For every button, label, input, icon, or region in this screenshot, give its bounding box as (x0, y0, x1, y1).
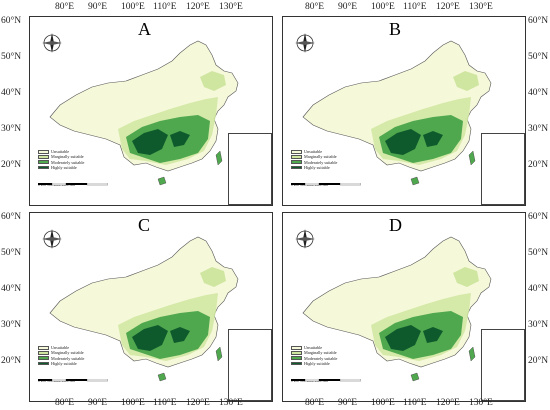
lon-tick: 90°E (88, 398, 108, 408)
legend: Unsuitable Marginally suitable Moderatel… (291, 345, 337, 366)
lat-tick: 30°N (1, 124, 22, 134)
scale-bar: 0 250 500 1000 1500 Km (291, 183, 361, 187)
lat-tick: 60°N (1, 212, 22, 222)
lon-tick: 130°E (469, 2, 493, 12)
scale-bar: 0 250 500 1000 1500 Km (291, 379, 361, 383)
lon-tick: 80°E (55, 2, 75, 12)
china-map (302, 40, 492, 186)
legend: Unsuitable Marginally suitable Moderatel… (38, 345, 84, 366)
lon-tick: 120°E (436, 398, 460, 408)
lon-tick: 100°E (121, 398, 145, 408)
lon-tick: 110°E (153, 398, 177, 408)
south-china-sea-inset (481, 329, 525, 401)
china-map (302, 236, 492, 382)
lat-tick: 60°N (528, 16, 549, 26)
lon-tick: 90°E (338, 2, 358, 12)
lon-tick: 130°E (469, 398, 493, 408)
lon-tick: 80°E (305, 2, 325, 12)
lon-tick: 120°E (186, 398, 210, 408)
lon-tick: 110°E (153, 2, 177, 12)
compass-icon (42, 229, 62, 249)
panel-letter: D (389, 215, 402, 235)
south-china-sea-inset (481, 133, 525, 205)
lon-tick: 130°E (219, 2, 243, 12)
map-panel-d: D Unsuitable Marginally suitable Moderat… (282, 212, 526, 402)
lat-tick: 40°N (528, 88, 549, 98)
legend-item: Highly suitable (38, 165, 84, 170)
hainan-island (157, 176, 167, 186)
lon-tick: 110°E (403, 398, 427, 408)
lat-tick: 30°N (528, 124, 549, 134)
high-zone (132, 129, 168, 155)
taiwan-island (215, 150, 223, 166)
map-panel-a: A Unsuitable Marginally suitable Moderat… (29, 16, 273, 206)
map-panel-b: B Unsuitable Marginally suitable Moderat… (282, 16, 526, 206)
lat-tick: 60°N (528, 212, 549, 222)
legend: Unsuitable Marginally suitable Moderatel… (38, 149, 84, 170)
compass-icon (295, 33, 315, 53)
legend-item: Moderately suitable (38, 160, 84, 165)
lat-tick: 40°N (1, 88, 22, 98)
lon-tick: 80°E (305, 398, 325, 408)
northeast-marginal (200, 71, 226, 91)
high-zone-east (170, 131, 190, 147)
scale-bar: 0 250 500 1000 1500 Km (38, 183, 108, 187)
map-panel-c: C Unsuitable Marginally suitable Moderat… (29, 212, 273, 402)
south-china-sea-inset (228, 133, 272, 205)
lon-tick: 120°E (186, 2, 210, 12)
lat-tick: 40°N (528, 284, 549, 294)
legend-item: Marginally suitable (38, 154, 84, 159)
lat-tick: 20°N (528, 356, 549, 366)
china-map (49, 236, 239, 382)
lon-tick: 120°E (436, 2, 460, 12)
china-map (49, 40, 239, 186)
lat-tick: 20°N (1, 356, 22, 366)
lon-tick: 110°E (403, 2, 427, 12)
lat-tick: 50°N (1, 248, 22, 258)
lat-tick: 50°N (528, 248, 549, 258)
lon-tick: 130°E (219, 398, 243, 408)
lon-tick: 100°E (371, 398, 395, 408)
lat-tick: 20°N (1, 160, 22, 170)
lon-tick: 100°E (371, 2, 395, 12)
south-china-sea-inset (228, 329, 272, 401)
lon-tick: 100°E (121, 2, 145, 12)
panel-letter: B (389, 19, 402, 39)
panel-letter: C (138, 215, 151, 235)
lon-tick: 80°E (55, 398, 75, 408)
lat-tick: 20°N (528, 160, 549, 170)
lat-tick: 50°N (528, 52, 549, 62)
lat-tick: 30°N (528, 320, 549, 330)
lat-tick: 40°N (1, 284, 22, 294)
legend: Unsuitable Marginally suitable Moderatel… (291, 149, 337, 170)
scale-bar: 0 250 500 1000 1500 Km (38, 379, 108, 383)
panel-letter: A (138, 19, 151, 39)
lat-tick: 50°N (1, 52, 22, 62)
lon-tick: 90°E (338, 398, 358, 408)
compass-icon (295, 229, 315, 249)
lon-tick: 90°E (88, 2, 108, 12)
lat-tick: 30°N (1, 320, 22, 330)
compass-icon (42, 33, 62, 53)
legend-item: Unsuitable (38, 149, 84, 154)
lat-tick: 60°N (1, 16, 22, 26)
